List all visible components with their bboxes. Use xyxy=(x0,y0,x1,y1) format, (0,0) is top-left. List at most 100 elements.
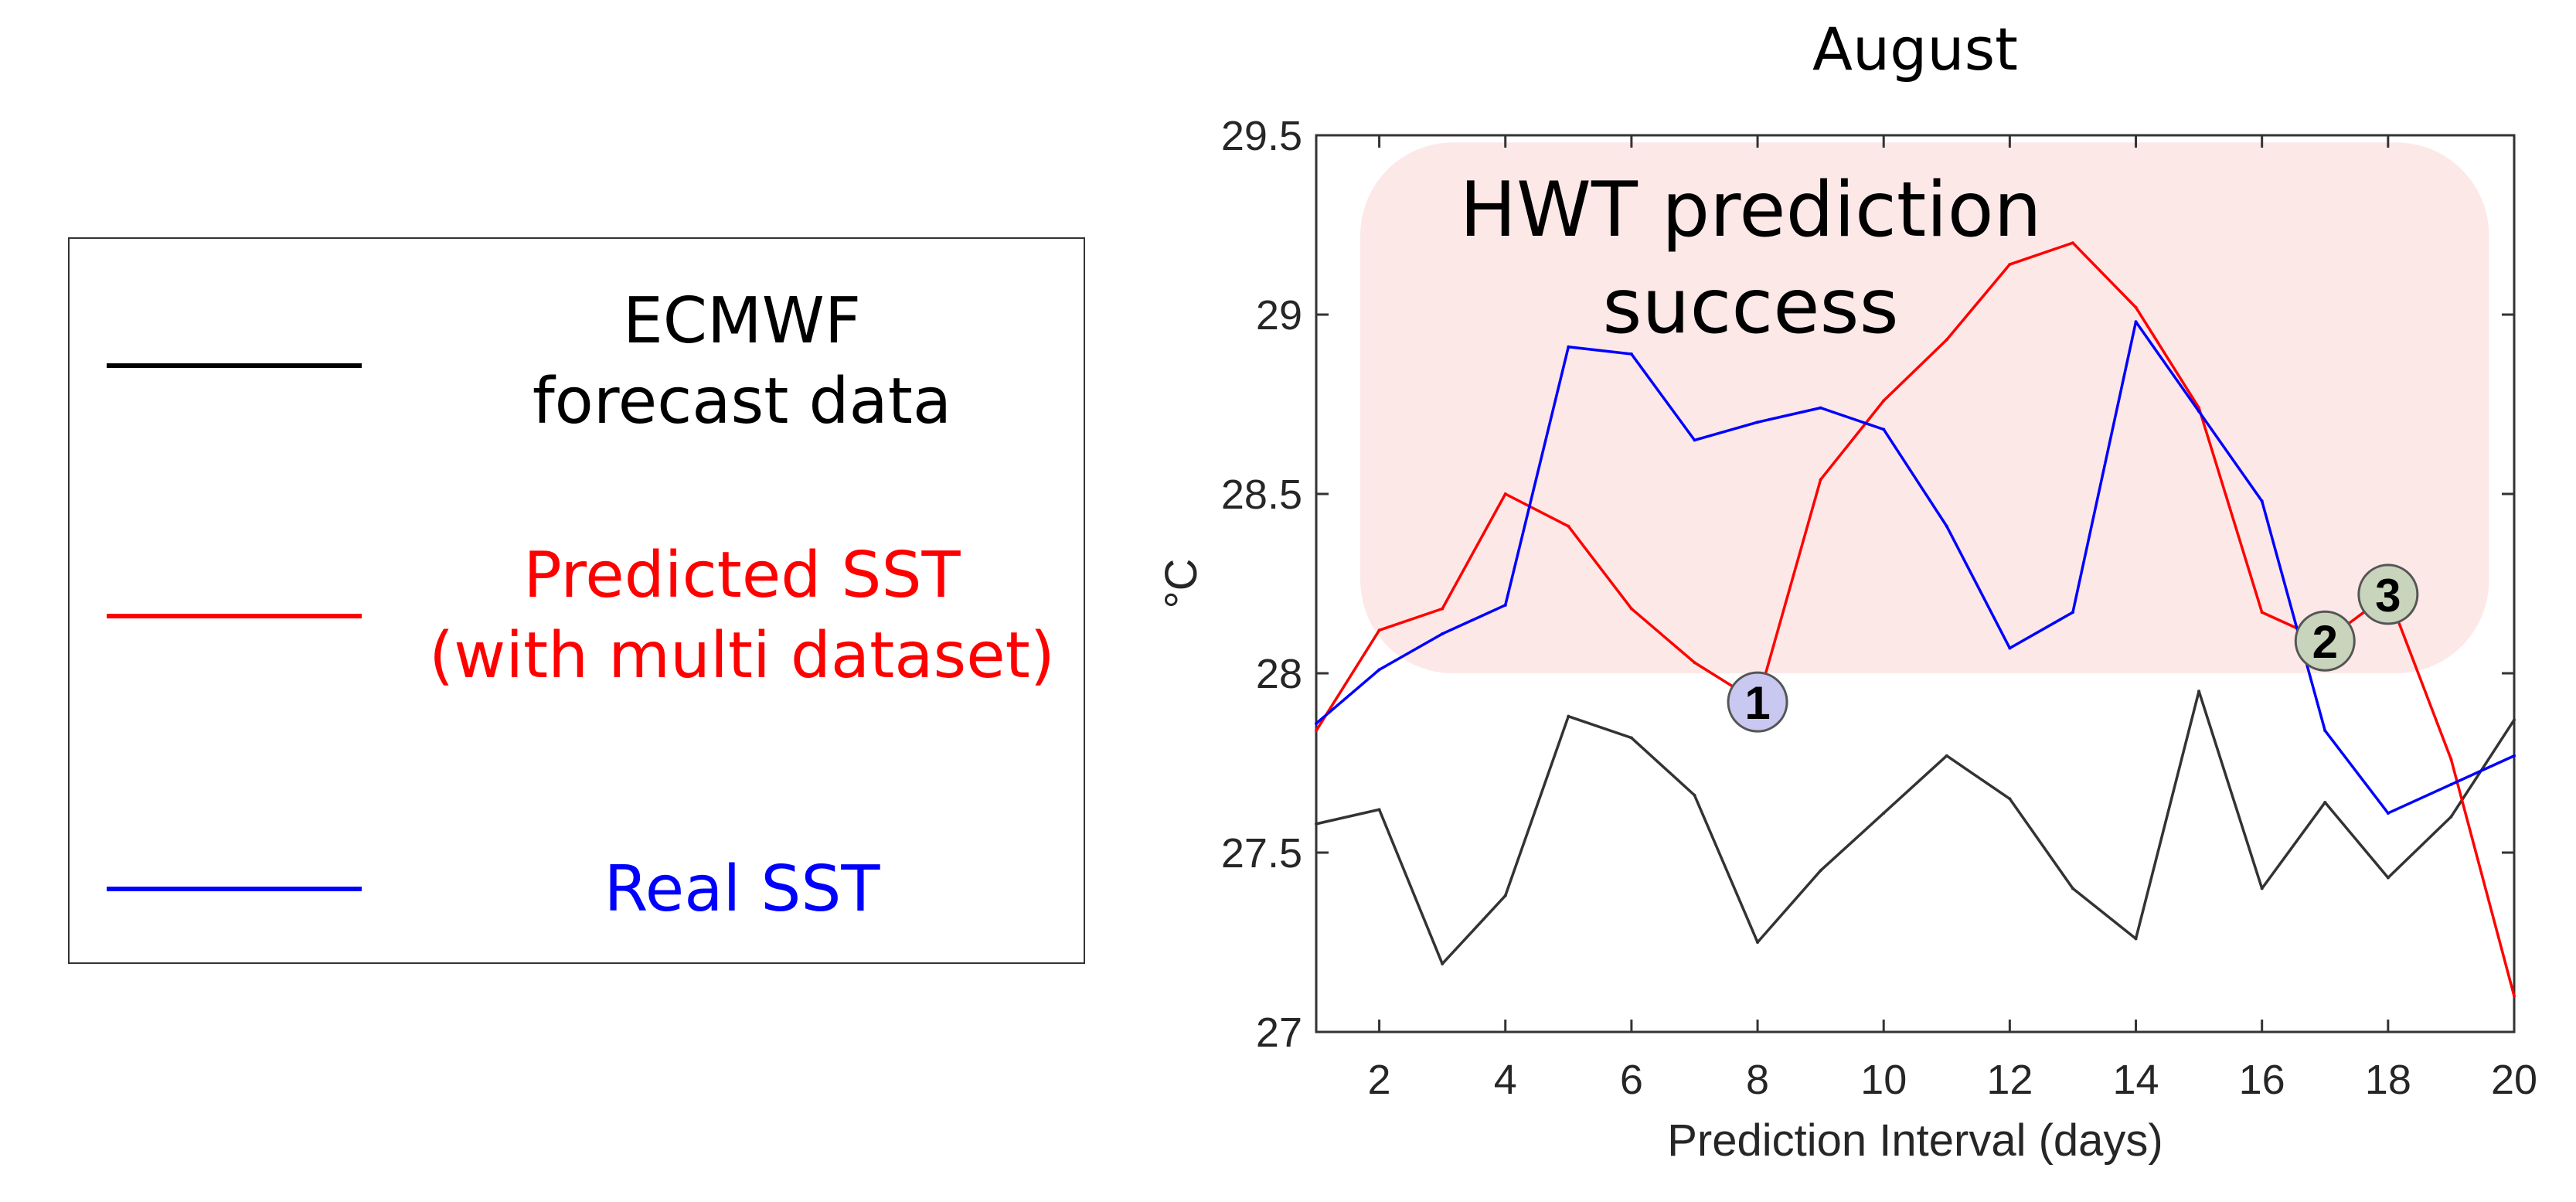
legend-line-real xyxy=(107,887,362,891)
series-2-point xyxy=(1756,421,1760,424)
series-1-point xyxy=(1567,524,1570,528)
series-line-2 xyxy=(1315,320,2515,815)
series-1-point xyxy=(1441,607,1445,611)
series-2-point xyxy=(2386,811,2390,815)
series-1-point xyxy=(1819,478,1822,482)
legend-box: ECMWF forecast data Predicted SST (with … xyxy=(68,237,1085,964)
series-0-point xyxy=(1377,808,1381,812)
y-tick-label: 27.5 xyxy=(1221,830,1302,877)
series-0-point xyxy=(1629,736,1633,740)
series-2-point xyxy=(1503,603,1507,607)
plot-frame xyxy=(1315,134,2516,1033)
series-0-point xyxy=(2071,887,2074,890)
series-0-point xyxy=(1503,894,1507,897)
series-1-point xyxy=(1377,628,1381,632)
series-2-point xyxy=(1629,352,1633,356)
highlight-label-line2: success xyxy=(1602,263,1898,351)
series-0-point xyxy=(2260,887,2264,890)
legend-label-predicted-line1: Predicted SST xyxy=(523,539,961,612)
series-1-point xyxy=(2071,241,2074,245)
marker-circle-3 xyxy=(2357,564,2419,625)
series-1-point xyxy=(1882,399,1886,403)
series-0-point xyxy=(1441,962,1445,965)
series-0-point xyxy=(2449,815,2453,819)
chart-title: August xyxy=(1812,15,2018,83)
x-axis-label: Prediction Interval (days) xyxy=(1667,1115,2163,1166)
series-line-0 xyxy=(1315,690,2516,965)
highlight-region xyxy=(1360,142,2489,673)
series-0-point xyxy=(1945,754,1948,758)
y-axis-label: °C xyxy=(1156,558,1206,608)
series-2-point xyxy=(2323,729,2327,733)
series-0-point xyxy=(1819,869,1822,873)
series-0-point xyxy=(2513,718,2516,722)
x-tick-label: 2 xyxy=(1368,1057,1391,1103)
y-tick-label: 28.5 xyxy=(1221,472,1302,518)
series-1-point xyxy=(2260,611,2264,615)
series-1-point xyxy=(1945,338,1948,342)
highlight-label-line1: HWT prediction xyxy=(1459,166,2041,254)
series-2-point xyxy=(1315,721,1318,725)
series-1-point xyxy=(2513,994,2516,998)
series-0-point xyxy=(1756,941,1760,944)
x-tick-label: 12 xyxy=(1986,1057,2033,1103)
legend-label-ecmwf-line1: ECMWF xyxy=(622,284,862,358)
marker-label-2: 2 xyxy=(2312,616,2338,668)
marker-circle-1 xyxy=(1727,671,1788,733)
series-2-point xyxy=(2071,611,2074,615)
series-2-point xyxy=(2513,754,2516,758)
series-0-point xyxy=(2197,690,2201,693)
series-0-point xyxy=(1315,822,1318,826)
series-1-point xyxy=(1629,607,1633,611)
legend-line-ecmwf xyxy=(107,363,362,368)
series-2-point xyxy=(1882,427,1886,431)
series-0-point xyxy=(1882,811,1886,815)
series-1-point xyxy=(1315,729,1318,733)
series-2-point xyxy=(1567,345,1570,349)
series-0-point xyxy=(2134,937,2138,941)
series-2-point xyxy=(1377,668,1381,672)
marker-circle-2 xyxy=(2294,610,2356,672)
marker-label-1: 1 xyxy=(1744,677,1770,729)
series-0-point xyxy=(2323,801,2327,805)
series-1-point xyxy=(2449,758,2453,761)
x-tick-label: 6 xyxy=(1620,1057,1643,1103)
series-0-point xyxy=(1693,793,1696,797)
x-tick-label: 8 xyxy=(1746,1057,1769,1103)
series-0-point xyxy=(1567,714,1570,718)
series-1-point xyxy=(2008,263,2012,267)
x-tick-label: 20 xyxy=(2491,1057,2537,1103)
legend-label-predicted: Predicted SST (with multi dataset) xyxy=(425,536,1059,696)
series-2-point xyxy=(1441,632,1445,635)
x-tick-label: 18 xyxy=(2365,1057,2411,1103)
y-tick-label: 28 xyxy=(1256,651,1302,697)
series-1-point xyxy=(2134,305,2138,309)
y-tick-label: 29.5 xyxy=(1221,113,1302,159)
series-2-point xyxy=(2134,320,2138,324)
series-2-point xyxy=(2197,410,2201,414)
y-tick-label: 27 xyxy=(1256,1010,1302,1056)
series-2-point xyxy=(2449,782,2453,786)
marker-label-3: 3 xyxy=(2375,570,2401,621)
legend-label-real: Real SST xyxy=(425,850,1059,930)
series-1-point xyxy=(1693,661,1696,665)
series-0-point xyxy=(2386,876,2390,880)
legend-label-ecmwf: ECMWF forecast data xyxy=(425,281,1059,442)
series-1-point xyxy=(1503,492,1507,495)
legend-label-ecmwf-line2: forecast data xyxy=(532,365,952,438)
legend-label-real-line1: Real SST xyxy=(604,853,880,926)
legend-label-predicted-line2: (with multi dataset) xyxy=(429,619,1055,693)
series-2-point xyxy=(1693,438,1696,442)
series-2-point xyxy=(1945,524,1948,528)
x-tick-label: 4 xyxy=(1494,1057,1517,1103)
x-tick-label: 10 xyxy=(1860,1057,1907,1103)
series-0-point xyxy=(2008,797,2012,801)
series-2-point xyxy=(2008,646,2012,650)
x-tick-label: 14 xyxy=(2112,1057,2159,1103)
legend-line-predicted xyxy=(107,614,362,618)
x-tick-label: 16 xyxy=(2239,1057,2285,1103)
series-2-point xyxy=(2260,499,2264,503)
y-tick-label: 29 xyxy=(1256,292,1302,339)
series-2-point xyxy=(1819,406,1822,410)
